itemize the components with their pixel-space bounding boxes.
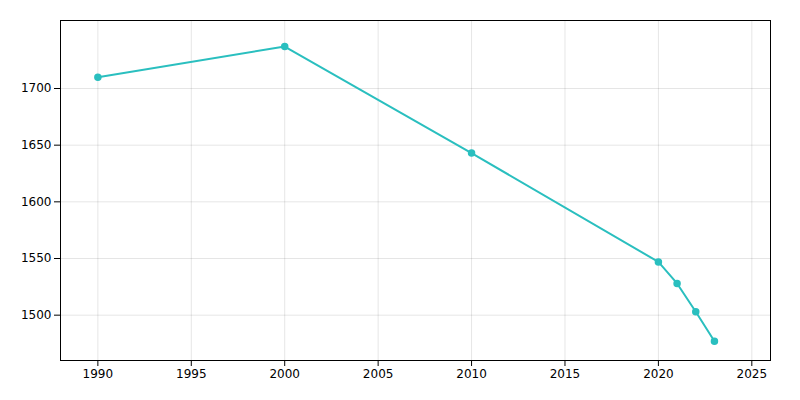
- svg-text:2025: 2025: [737, 367, 768, 381]
- svg-text:1650: 1650: [21, 138, 52, 152]
- svg-text:2000: 2000: [269, 367, 300, 381]
- svg-text:1995: 1995: [176, 367, 207, 381]
- svg-text:1700: 1700: [21, 81, 52, 95]
- svg-text:2010: 2010: [456, 367, 487, 381]
- svg-text:1500: 1500: [21, 308, 52, 322]
- svg-text:2020: 2020: [643, 367, 674, 381]
- svg-text:2015: 2015: [550, 367, 581, 381]
- svg-text:1600: 1600: [21, 195, 52, 209]
- svg-text:1550: 1550: [21, 251, 52, 265]
- svg-text:1990: 1990: [83, 367, 114, 381]
- svg-text:2005: 2005: [363, 367, 394, 381]
